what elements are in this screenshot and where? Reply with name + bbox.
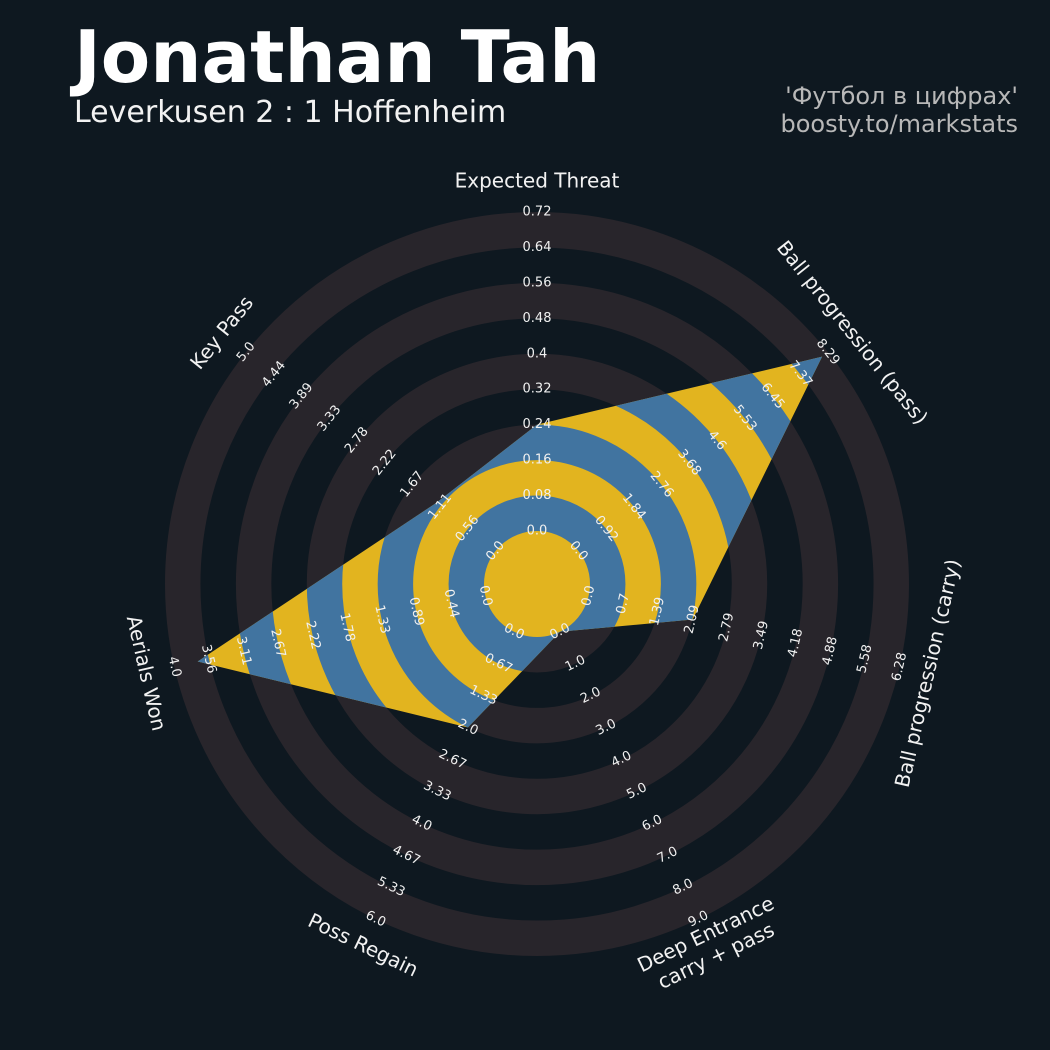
tick-label: 4.0 <box>165 655 184 679</box>
tick-label: 2.79 <box>716 612 737 644</box>
ring <box>235 282 839 886</box>
tick-label: 0.24 <box>523 417 552 432</box>
tick-label: 4.88 <box>820 635 841 667</box>
tick-label: 3.11 <box>233 635 254 667</box>
tick-label: 0.89 <box>406 596 427 628</box>
radar-polygon <box>197 356 823 728</box>
tick-label: 0.48 <box>523 311 552 326</box>
chart-title: Jonathan Tah <box>69 15 600 99</box>
tick-label: 1.78 <box>336 612 357 644</box>
tick-label: 0.56 <box>523 275 552 290</box>
tick-label: 0.08 <box>523 488 552 503</box>
tick-label: 0.0 <box>579 584 598 608</box>
tick-label: 0.4 <box>527 346 548 361</box>
chart-subtitle: Leverkusen 2 : 1 Hoffenheim <box>74 95 506 130</box>
credit: boosty.to/markstats <box>781 110 1019 138</box>
tick-label: 1.33 <box>371 604 392 636</box>
ring <box>165 212 909 956</box>
tick-label: 4.18 <box>785 627 806 659</box>
credit: 'Футбол в цифрах' <box>785 82 1018 110</box>
tick-label: 6.28 <box>889 651 910 683</box>
tick-label: 2.67 <box>267 627 288 659</box>
tick-label: 2.09 <box>682 604 703 636</box>
tick-label: 1.39 <box>647 596 668 628</box>
tick-label: 0.0 <box>527 524 548 539</box>
tick-label: 0.64 <box>523 240 552 255</box>
tick-label: 0.0 <box>476 584 495 608</box>
tick-label: 0.16 <box>523 453 552 468</box>
polygon-band <box>448 495 626 673</box>
tick-label: 0.72 <box>523 205 552 220</box>
tick-label: 2.22 <box>302 619 323 651</box>
tick-label: 0.44 <box>441 588 462 620</box>
tick-label: 0.7 <box>614 592 633 616</box>
tick-label: 3.56 <box>198 643 219 675</box>
tick-label: 0.32 <box>523 382 552 397</box>
tick-label: 3.49 <box>751 619 772 651</box>
tick-label: 5.58 <box>854 643 875 675</box>
param-label: Expected Threat <box>455 169 620 193</box>
